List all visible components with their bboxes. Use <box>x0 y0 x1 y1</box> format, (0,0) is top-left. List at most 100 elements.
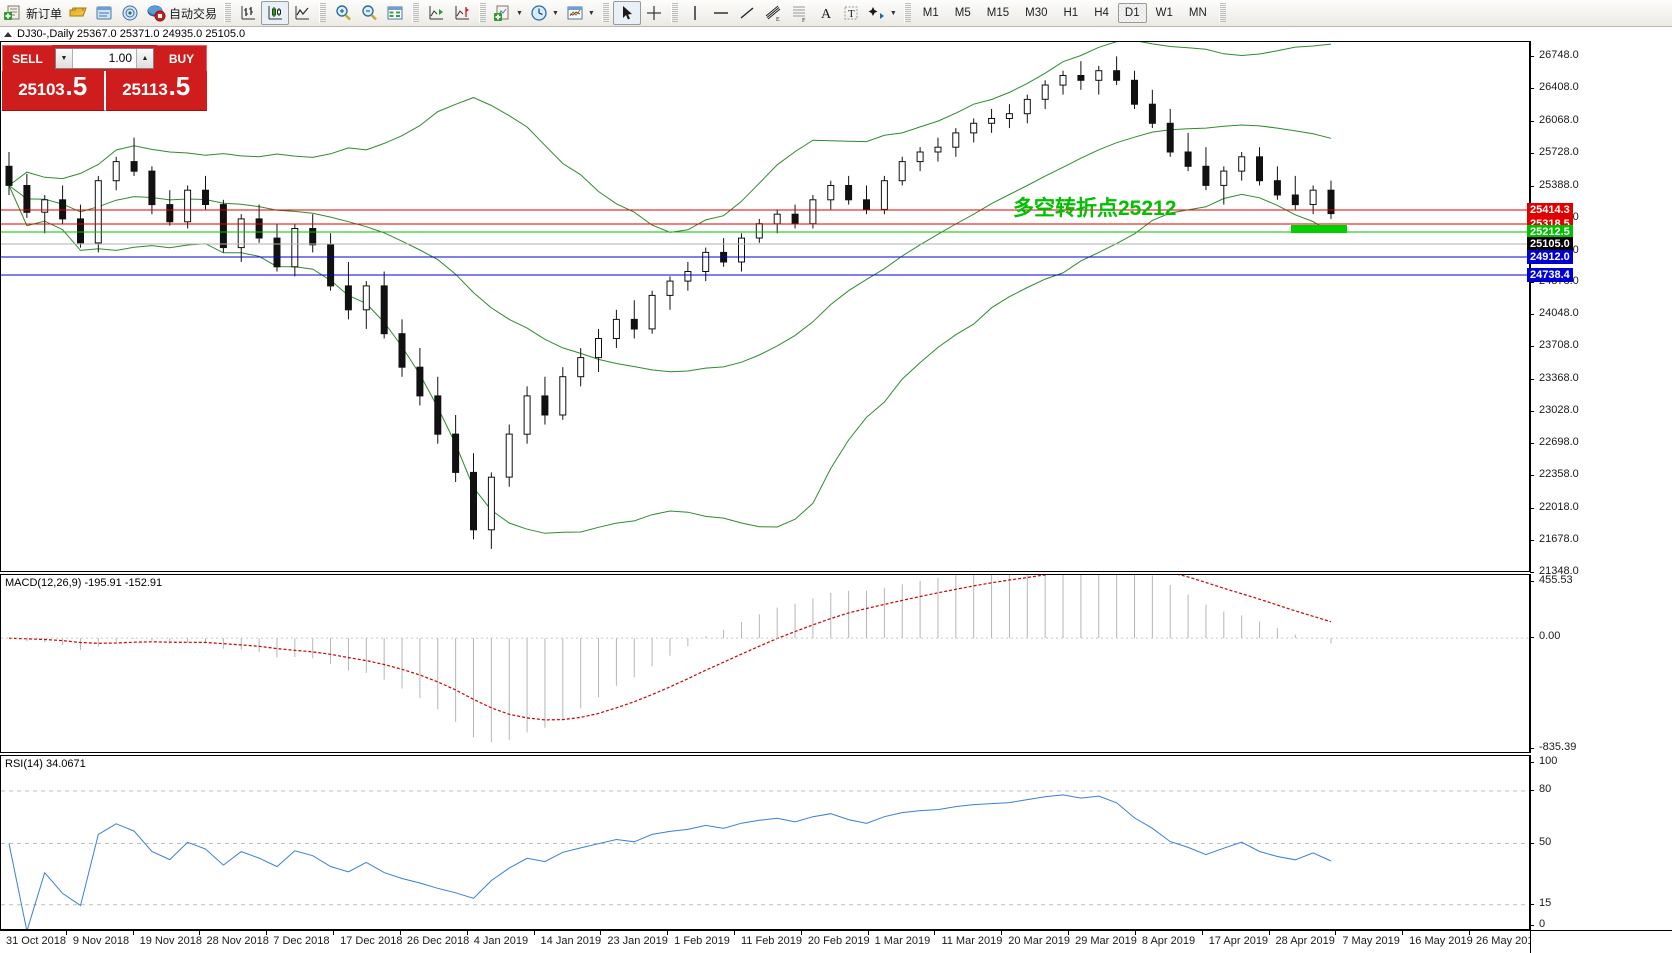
auto-trading-button[interactable]: 自动交易 <box>143 1 220 25</box>
toolbar-separator <box>224 3 232 23</box>
time-tick-label: 14 Jan 2019 <box>533 931 602 947</box>
symbol-info-text: DJ30-,Daily 25367.0 25371.0 24935.0 2510… <box>17 28 246 40</box>
macd-indicator-pane[interactable]: MACD(12,26,9) -195.91 -152.91 <box>0 574 1530 753</box>
volume-decrease-button[interactable]: ▼ <box>56 48 73 68</box>
price-axis-scale[interactable]: 26748.026408.026068.025728.025388.025048… <box>1527 41 1672 577</box>
trade-panel-price-row: 25103 .5 25113 .5 <box>2 71 207 111</box>
price-level-badge[interactable]: 24738.4 <box>1527 268 1573 282</box>
text-a-icon: A <box>815 3 835 23</box>
new-order-button[interactable]: 新订单 <box>0 1 65 25</box>
chart-shift-button[interactable] <box>449 1 475 25</box>
price-level-badge[interactable]: 25414.3 <box>1527 203 1573 217</box>
zoom-out-button[interactable] <box>356 1 382 25</box>
svg-text:F: F <box>802 18 806 23</box>
autotrade-icon <box>146 3 166 23</box>
volume-increase-button[interactable]: ▲ <box>136 48 153 68</box>
rsi-indicator-pane[interactable]: RSI(14) 34.0671 <box>0 755 1530 930</box>
volume-stepper[interactable]: ▼ 1.00 ▲ <box>55 47 154 69</box>
candlestick-chart-button[interactable] <box>261 1 290 25</box>
chevron-down-icon-3[interactable]: ▼ <box>587 9 595 17</box>
time-tick-label: 4 Jan 2019 <box>466 931 529 947</box>
timeframe-m5-button[interactable]: M5 <box>954 7 971 19</box>
price-level-badge[interactable]: 25212.5 <box>1527 225 1573 239</box>
time-tick-label: 11 Feb 2019 <box>734 931 802 947</box>
sell-button[interactable]: SELL <box>2 45 52 71</box>
profiles-button[interactable] <box>65 1 91 25</box>
collapse-triangle-icon[interactable] <box>4 31 12 37</box>
timeframe-mn-button[interactable]: MN <box>1188 7 1207 19</box>
time-axis[interactable]: 31 Oct 2018 9 Nov 2018 19 Nov 2018 28 Nov 2… <box>0 930 1540 953</box>
radar-icon <box>120 3 140 23</box>
chart-annotation-text[interactable]: 多空转折点25212 <box>1013 197 1177 220</box>
chevron-down-icon[interactable]: ▼ <box>516 9 523 17</box>
cursor-icon <box>617 3 637 23</box>
sell-price-fraction: .5 <box>65 71 88 101</box>
timeframe-d1-button[interactable]: D1 <box>1117 3 1147 23</box>
cursor-button[interactable] <box>612 1 641 25</box>
templates-button[interactable]: ▼ <box>562 1 598 25</box>
buy-button[interactable]: BUY <box>157 45 207 71</box>
price-tick: 26408.0 <box>1530 81 1579 93</box>
time-tick-label: 28 Nov 2018 <box>199 931 269 947</box>
timeframe-m15-button[interactable]: M15 <box>986 7 1010 19</box>
auto-scroll-button[interactable] <box>423 1 449 25</box>
price-chart-pane[interactable]: 多空转折点25212 <box>0 41 1530 572</box>
fibonacci-button[interactable]: F <box>786 1 812 25</box>
text-button[interactable]: A <box>812 1 838 25</box>
axis-tick: 455.53 <box>1530 574 1573 586</box>
sell-price-integer: 25103 <box>18 80 65 99</box>
price-level-badge[interactable]: 24912.0 <box>1527 250 1573 264</box>
time-tick-label: 1 Feb 2019 <box>667 931 730 947</box>
sell-price-display[interactable]: 25103 .5 <box>2 71 106 111</box>
timeframe-m1-button[interactable]: M1 <box>922 7 939 19</box>
buy-price-fraction: .5 <box>168 71 191 101</box>
toolbar-separator-8 <box>1218 3 1226 23</box>
market-watch-button[interactable] <box>91 1 117 25</box>
shapes-button[interactable]: ▼ <box>864 1 900 25</box>
crosshair-button[interactable] <box>641 1 667 25</box>
equidistant-channel-button[interactable]: E <box>760 1 786 25</box>
chart-shift-icon <box>452 3 472 23</box>
zoom-in-icon <box>333 3 353 23</box>
chevron-down-icon-4[interactable]: ▼ <box>889 9 897 17</box>
price-tick: 25728.0 <box>1530 146 1579 158</box>
indicators-button[interactable]: ▼ <box>490 1 526 25</box>
navigator-button[interactable] <box>117 1 143 25</box>
bar-chart-button[interactable] <box>235 1 261 25</box>
axis-tick: -835.39 <box>1529 741 1576 753</box>
volume-value[interactable]: 1.00 <box>108 51 132 65</box>
new-order-label: 新订单 <box>26 6 63 21</box>
grid-icon <box>385 3 405 23</box>
price-tick: 26748.0 <box>1530 49 1579 61</box>
price-tick: 24048.0 <box>1530 307 1579 319</box>
axis-tick: 50 <box>1529 836 1551 848</box>
macd-chart-svg <box>1 575 1529 743</box>
toolbar-separator-7 <box>903 3 911 23</box>
axis-tick: 100 <box>1529 755 1557 767</box>
timeframe-w1-button[interactable]: W1 <box>1155 7 1173 19</box>
horizontal-line-button[interactable] <box>708 1 734 25</box>
timeframe-m30-button[interactable]: M30 <box>1025 7 1048 19</box>
data-window-button[interactable] <box>382 1 408 25</box>
vertical-line-button[interactable] <box>682 1 708 25</box>
price-level-badge[interactable]: 25105.0 <box>1527 237 1573 251</box>
time-tick-label: 31 Oct 2018 <box>0 931 66 947</box>
text-label-button[interactable]: T <box>838 1 864 25</box>
chevron-down-icon-2[interactable]: ▼ <box>551 9 559 17</box>
price-tick: 25388.0 <box>1530 179 1579 191</box>
time-tick-label: 1 Mar 2019 <box>867 931 931 947</box>
time-tick-label: 29 Mar 2019 <box>1068 931 1137 947</box>
bar-chart-icon <box>238 3 258 23</box>
timeframe-h1-button[interactable]: H1 <box>1063 7 1079 19</box>
time-tick-label: 7 May 2019 <box>1335 931 1400 947</box>
trendline-button[interactable] <box>734 1 760 25</box>
buy-price-display[interactable]: 25113 .5 <box>105 71 207 111</box>
toolbar-separator-6 <box>670 3 678 23</box>
rsi-label: RSI(14) 34.0671 <box>5 758 86 770</box>
line-chart-button[interactable] <box>289 1 315 25</box>
axis-corner <box>1530 930 1672 953</box>
periods-button[interactable]: ▼ <box>526 1 562 25</box>
price-tick: 23368.0 <box>1530 372 1579 384</box>
timeframe-h4-button[interactable]: H4 <box>1094 7 1109 19</box>
zoom-in-button[interactable] <box>330 1 356 25</box>
